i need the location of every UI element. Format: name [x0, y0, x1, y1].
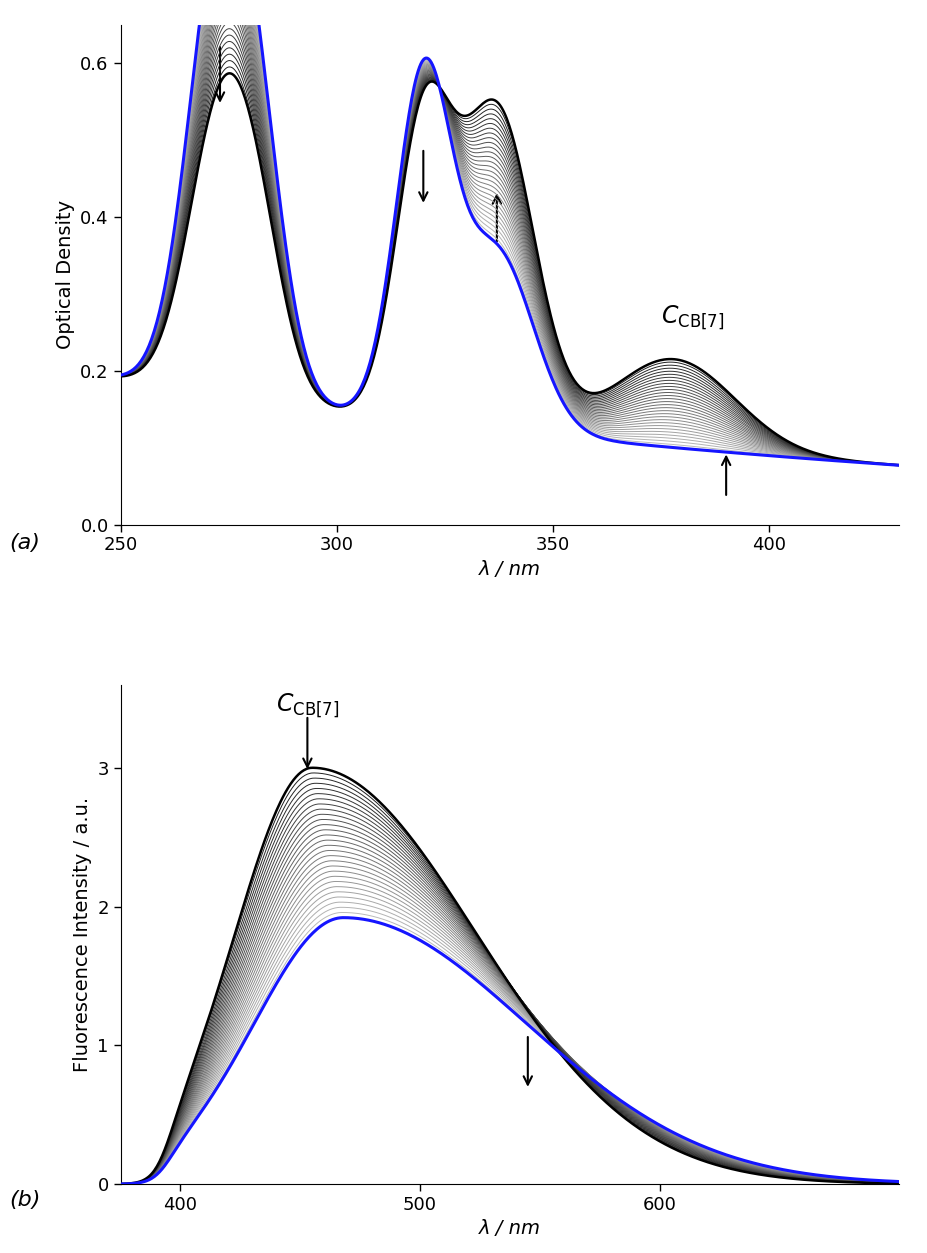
- Y-axis label: Optical Density: Optical Density: [56, 200, 75, 350]
- Text: $\mathit{C}_{\rm CB[7]}$: $\mathit{C}_{\rm CB[7]}$: [275, 692, 339, 719]
- Text: (a): (a): [9, 533, 40, 553]
- Y-axis label: Fluorescence Intensity / a.u.: Fluorescence Intensity / a.u.: [72, 797, 92, 1071]
- Text: $\mathit{C}_{\rm CB[7]}$: $\mathit{C}_{\rm CB[7]}$: [661, 303, 725, 331]
- X-axis label: λ / nm: λ / nm: [479, 560, 540, 579]
- X-axis label: λ / nm: λ / nm: [479, 1219, 540, 1238]
- Text: (b): (b): [9, 1190, 41, 1210]
